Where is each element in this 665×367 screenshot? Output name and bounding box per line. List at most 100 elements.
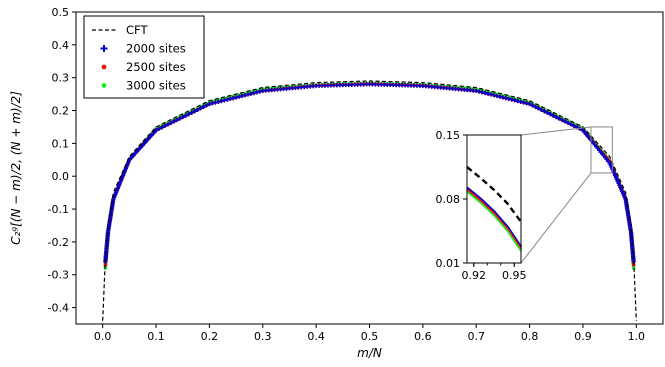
series-2000-sites [103,82,636,264]
data-point [521,100,526,105]
data-point [192,109,197,114]
data-point [189,110,194,115]
data-point [201,104,206,110]
data-point [491,93,497,98]
data-point [254,90,260,95]
data-point [180,114,185,120]
inset-x-tick-label: 0.95 [502,269,527,282]
y-tick-label: -0.1 [48,203,69,216]
data-point [506,96,512,102]
x-tick-label: 0.3 [254,330,272,343]
x-tick-label: 0.6 [414,330,432,343]
data-point [518,99,523,104]
inset-x-axis: 0.92 0.95 [462,263,527,282]
data-point [219,98,224,104]
inset-data-line [466,188,522,250]
legend-label: 2000 sites [126,42,186,56]
data-point [536,106,541,111]
data-point [174,117,179,123]
data-point [156,126,162,131]
legend-swatch [100,45,108,52]
data-point [500,95,506,100]
legend: CFT 2000 sites 2500 sites 3000 sites [83,15,205,99]
x-tick-label: 0.8 [521,330,539,343]
y-tick-label: 0.1 [52,137,70,150]
data-point [245,92,251,97]
data-point [485,91,491,96]
x-tick-label: 0.0 [94,330,112,343]
inset-x-tick-label: 0.92 [462,269,487,282]
x-axis-label: m/N [357,346,382,360]
data-point [512,98,517,103]
data-point [248,91,254,96]
data-point [530,103,535,108]
series-CFT [102,80,637,321]
data-point [162,123,168,129]
x-tick-label: 0.9 [574,330,592,343]
data-point [542,109,547,114]
zoom-connector [520,126,613,264]
inset-cft-line [466,166,522,223]
zoom-connector-line [520,172,592,264]
data-point [207,101,212,107]
data-point [198,106,203,111]
data-point [153,128,159,133]
data-point [562,119,568,124]
data-point [251,90,257,96]
y-tick-label: 0.3 [52,72,70,85]
data-point [236,94,242,99]
zoom-connector-line [520,126,592,136]
data-point [233,95,239,100]
data-point [494,93,500,99]
y-tick-label: 0.0 [52,170,70,183]
data-point [545,110,550,115]
series-3000-sites [103,81,636,270]
main-plot: 0.0 0.1 0.2 0.3 0.4 0.5 0.6 0.7 0.8 0.9 1.0 -0.4-0… [9,6,664,360]
data-point [242,93,248,98]
legend-entry: 2500 sites [101,60,186,74]
inset-plot: 0.92 0.95 0.15 0.08 0.01 [436,129,527,282]
legend-label: CFT [126,23,148,37]
data-point [527,101,532,107]
data-point [239,93,245,99]
data-point [557,116,562,121]
inset-y-tick-label: 0.01 [436,257,461,270]
y-tick-label: -0.4 [48,302,69,315]
legend-items: CFT 2000 sites 2500 sites 3000 sites [92,23,186,93]
data-point [551,113,556,118]
y-tick-label: 0.2 [52,105,70,118]
data-point [568,122,574,127]
x-tick-label: 0.1 [147,330,165,343]
data-point [539,107,544,112]
data-point [204,103,209,108]
inset-series [466,166,523,252]
data-point [177,116,182,121]
legend-entry: 3000 sites [101,79,186,93]
legend-label: 2500 sites [126,60,186,74]
data-point [554,114,559,120]
series-2500-sites [103,82,636,267]
legend-entry: 2000 sites [100,42,186,56]
x-axis: 0.0 0.1 0.2 0.3 0.4 0.5 0.6 0.7 0.8 0.9 1.0 [94,324,645,343]
y-axis: -0.4 -0.3 -0.2 -0.1 0.0 0.1 0.2 0.3 0.4 0.5 [48,6,76,315]
data-point [195,107,200,112]
data-point [488,92,494,97]
data-point [533,104,538,110]
x-tick-label: 0.7 [467,330,485,343]
x-tick-label: 0.4 [307,330,325,343]
data-point [165,122,171,127]
data-point [503,95,509,101]
legend-label: 3000 sites [126,79,186,93]
data-point [565,120,571,126]
data-point [257,89,263,94]
data-point [524,101,529,106]
data-point [216,99,221,104]
inset-y-tick-label: 0.15 [436,129,461,142]
x-tick-label: 0.2 [201,330,219,343]
legend-swatch [101,64,107,70]
data-point [224,97,230,102]
data-point [515,98,520,104]
series-layer [102,80,637,321]
data-point [168,120,174,126]
